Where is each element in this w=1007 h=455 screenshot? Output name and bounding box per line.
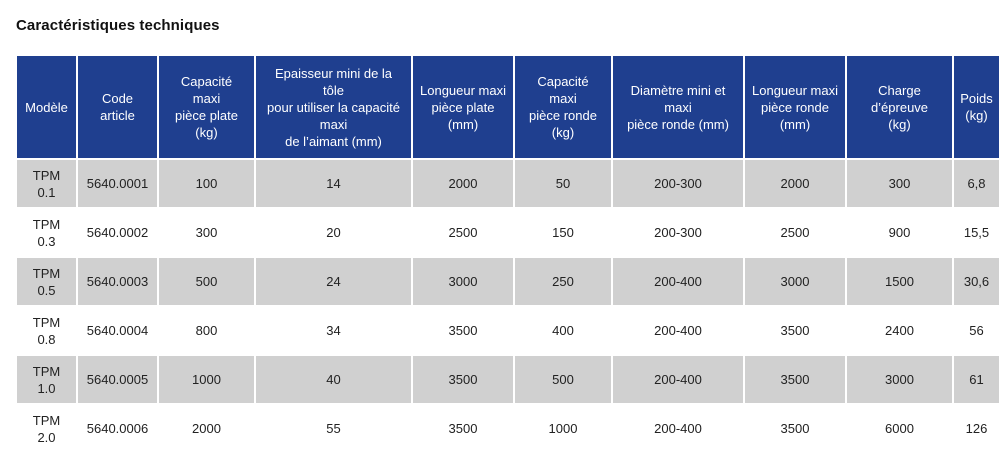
cell-capacite-piece-ronde: 1000 — [515, 403, 613, 452]
cell-epaisseur-mini: 20 — [256, 207, 413, 256]
cell-capacite-piece-plate: 100 — [159, 158, 256, 207]
column-header-longueur-piece-plate: Longueur maxi pièce plate (mm) — [413, 56, 515, 158]
column-header-poids: Poids (kg) — [954, 56, 999, 158]
column-header-modele: Modèle — [17, 56, 78, 158]
cell-longueur-piece-plate: 3500 — [413, 403, 515, 452]
cell-code-article: 5640.0006 — [78, 403, 159, 452]
cell-longueur-piece-ronde: 2000 — [745, 158, 847, 207]
cell-capacite-piece-ronde: 50 — [515, 158, 613, 207]
column-header-epaisseur-mini: Epaisseur mini de la tôle pour utiliser … — [256, 56, 413, 158]
cell-modele: TPM 1.0 — [17, 354, 78, 403]
cell-diametre-piece-ronde: 200-300 — [613, 207, 745, 256]
cell-longueur-piece-ronde: 2500 — [745, 207, 847, 256]
cell-charge-epreuve: 300 — [847, 158, 954, 207]
cell-code-article: 5640.0005 — [78, 354, 159, 403]
cell-poids: 61 — [954, 354, 999, 403]
column-header-charge-epreuve: Charge d’épreuve (kg) — [847, 56, 954, 158]
cell-epaisseur-mini: 55 — [256, 403, 413, 452]
cell-charge-epreuve: 2400 — [847, 305, 954, 354]
cell-diametre-piece-ronde: 200-400 — [613, 305, 745, 354]
column-header-capacite-piece-ronde: Capacité maxi pièce ronde (kg) — [515, 56, 613, 158]
cell-capacite-piece-ronde: 250 — [515, 256, 613, 305]
specifications-table: Modèle Code article Capacité maxi pièce … — [17, 56, 999, 452]
cell-epaisseur-mini: 24 — [256, 256, 413, 305]
table-row: TPM 0.3 5640.0002 300 20 2500 150 200-30… — [17, 207, 999, 256]
cell-longueur-piece-ronde: 3500 — [745, 403, 847, 452]
table-row: TPM 2.0 5640.0006 2000 55 3500 1000 200-… — [17, 403, 999, 452]
cell-longueur-piece-ronde: 3500 — [745, 305, 847, 354]
cell-epaisseur-mini: 40 — [256, 354, 413, 403]
column-header-longueur-piece-ronde: Longueur maxi pièce ronde (mm) — [745, 56, 847, 158]
cell-longueur-piece-plate: 2000 — [413, 158, 515, 207]
cell-diametre-piece-ronde: 200-400 — [613, 403, 745, 452]
cell-epaisseur-mini: 14 — [256, 158, 413, 207]
cell-diametre-piece-ronde: 200-400 — [613, 354, 745, 403]
cell-poids: 30,6 — [954, 256, 999, 305]
cell-diametre-piece-ronde: 200-400 — [613, 256, 745, 305]
cell-charge-epreuve: 1500 — [847, 256, 954, 305]
cell-longueur-piece-ronde: 3500 — [745, 354, 847, 403]
cell-longueur-piece-plate: 3000 — [413, 256, 515, 305]
table-header-row: Modèle Code article Capacité maxi pièce … — [17, 56, 999, 158]
column-header-diametre-piece-ronde: Diamètre mini et maxi pièce ronde (mm) — [613, 56, 745, 158]
cell-capacite-piece-ronde: 400 — [515, 305, 613, 354]
cell-capacite-piece-plate: 300 — [159, 207, 256, 256]
cell-poids: 15,5 — [954, 207, 999, 256]
cell-charge-epreuve: 6000 — [847, 403, 954, 452]
column-header-code-article: Code article — [78, 56, 159, 158]
page-title: Caractéristiques techniques — [16, 17, 220, 34]
cell-modele: TPM 0.5 — [17, 256, 78, 305]
cell-charge-epreuve: 900 — [847, 207, 954, 256]
cell-poids: 6,8 — [954, 158, 999, 207]
cell-capacite-piece-plate: 800 — [159, 305, 256, 354]
table-row: TPM 0.1 5640.0001 100 14 2000 50 200-300… — [17, 158, 999, 207]
cell-capacite-piece-plate: 2000 — [159, 403, 256, 452]
cell-charge-epreuve: 3000 — [847, 354, 954, 403]
cell-code-article: 5640.0001 — [78, 158, 159, 207]
cell-modele: TPM 0.3 — [17, 207, 78, 256]
cell-longueur-piece-plate: 2500 — [413, 207, 515, 256]
table-row: TPM 0.5 5640.0003 500 24 3000 250 200-40… — [17, 256, 999, 305]
table-row: TPM 1.0 5640.0005 1000 40 3500 500 200-4… — [17, 354, 999, 403]
cell-modele: TPM 0.1 — [17, 158, 78, 207]
cell-modele: TPM 0.8 — [17, 305, 78, 354]
cell-code-article: 5640.0004 — [78, 305, 159, 354]
cell-modele: TPM 2.0 — [17, 403, 78, 452]
cell-code-article: 5640.0003 — [78, 256, 159, 305]
cell-poids: 126 — [954, 403, 999, 452]
cell-poids: 56 — [954, 305, 999, 354]
cell-code-article: 5640.0002 — [78, 207, 159, 256]
cell-capacite-piece-ronde: 150 — [515, 207, 613, 256]
cell-diametre-piece-ronde: 200-300 — [613, 158, 745, 207]
cell-capacite-piece-plate: 1000 — [159, 354, 256, 403]
column-header-capacite-piece-plate: Capacité maxi pièce plate (kg) — [159, 56, 256, 158]
cell-capacite-piece-plate: 500 — [159, 256, 256, 305]
cell-longueur-piece-plate: 3500 — [413, 354, 515, 403]
cell-longueur-piece-plate: 3500 — [413, 305, 515, 354]
cell-longueur-piece-ronde: 3000 — [745, 256, 847, 305]
cell-capacite-piece-ronde: 500 — [515, 354, 613, 403]
cell-epaisseur-mini: 34 — [256, 305, 413, 354]
table-row: TPM 0.8 5640.0004 800 34 3500 400 200-40… — [17, 305, 999, 354]
